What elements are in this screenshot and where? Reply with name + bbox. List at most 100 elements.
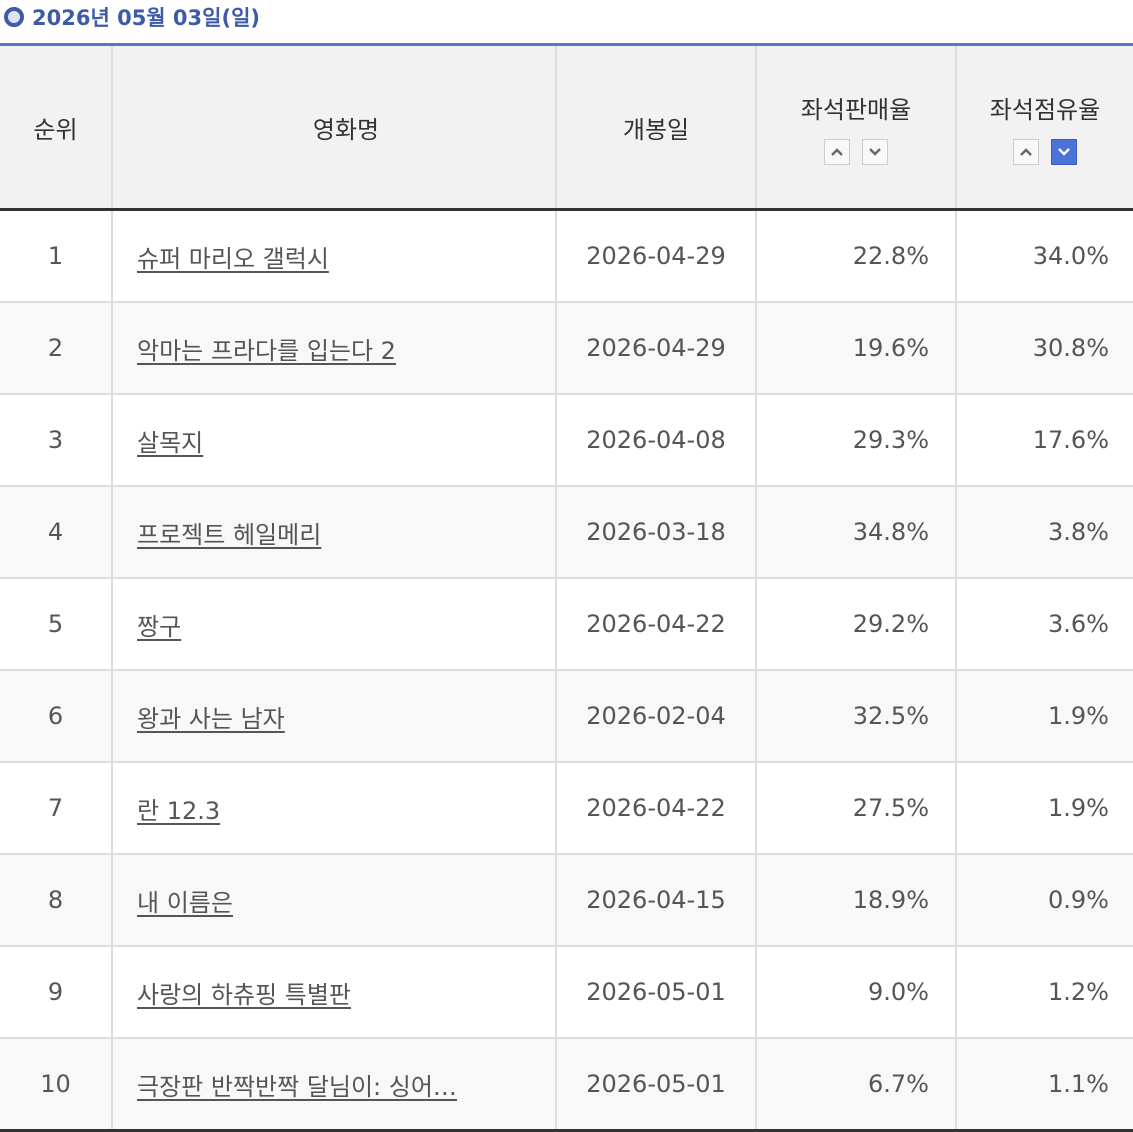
header-cell: 영화명 <box>113 46 557 208</box>
release-date: 2026-04-29 <box>586 334 726 362</box>
table-cell: 왕과 사는 남자 <box>113 671 557 761</box>
table-cell: 사랑의 하츄핑 특별판 <box>113 947 557 1037</box>
table-cell: 6.7% <box>757 1039 957 1129</box>
movie-link[interactable]: 극장판 반짝반짝 달님이: 싱어… <box>137 1072 457 1101</box>
table-cell: 슈퍼 마리오 갤럭시 <box>113 211 557 301</box>
table-cell: 내 이름은 <box>113 855 557 945</box>
table-cell: 2026-05-01 <box>557 947 757 1037</box>
column-label: 영화명 <box>312 115 380 144</box>
table-cell: 악마는 프라다를 입는다 2 <box>113 303 557 393</box>
movie-link[interactable]: 란 12.3 <box>137 796 221 825</box>
header-cell: 좌석점유율 <box>957 46 1133 208</box>
table-row: 6 왕과 사는 남자 2026-02-04 32.5% 1.9% <box>0 671 1133 763</box>
movie-link[interactable]: 살목지 <box>137 428 204 457</box>
seat-share-rate: 0.9% <box>1048 886 1109 914</box>
movie-link[interactable]: 짱구 <box>137 612 182 641</box>
seat-share-rate: 1.2% <box>1048 978 1109 1006</box>
table-cell: 17.6% <box>957 395 1133 485</box>
table-row: 3 살목지 2026-04-08 29.3% 17.6% <box>0 395 1133 487</box>
table-row: 5 짱구 2026-04-22 29.2% 3.6% <box>0 579 1133 671</box>
table-cell: 34.0% <box>957 211 1133 301</box>
seat-share-rate: 30.8% <box>1032 334 1109 362</box>
table-row: 2 악마는 프라다를 입는다 2 2026-04-29 19.6% 30.8% <box>0 303 1133 395</box>
seat-share-rate: 1.9% <box>1048 702 1109 730</box>
table-cell: 2026-03-18 <box>557 487 757 577</box>
rank: 7 <box>47 794 64 822</box>
table-cell: 18.9% <box>757 855 957 945</box>
ranking-table: 순위 영화명 개봉일 좌석판매율 좌석점유율 1 슈퍼 마리오 갤럭시 2026-04-29 2… <box>0 43 1133 1132</box>
table-cell: 극장판 반짝반짝 달님이: 싱어… <box>113 1039 557 1129</box>
release-date: 2026-04-15 <box>586 886 726 914</box>
table-cell: 2026-04-29 <box>557 211 757 301</box>
rank: 8 <box>47 886 64 914</box>
release-date: 2026-04-22 <box>586 610 726 638</box>
seat-share-rate: 1.1% <box>1048 1070 1109 1098</box>
table-cell: 29.2% <box>757 579 957 669</box>
header-cell: 개봉일 <box>557 46 757 208</box>
table-cell: 2026-02-04 <box>557 671 757 761</box>
movie-link[interactable]: 사랑의 하츄핑 특별판 <box>137 980 351 1009</box>
sort-desc-button[interactable] <box>862 138 888 165</box>
table-row: 10 극장판 반짝반짝 달님이: 싱어… 2026-05-01 6.7% 1.1% <box>0 1039 1133 1132</box>
seat-sales-rate: 27.5% <box>852 794 929 822</box>
table-cell: 8 <box>0 855 113 945</box>
table-cell: 1 <box>0 211 113 301</box>
sort-buttons <box>824 138 888 165</box>
table-cell: 2026-04-22 <box>557 579 757 669</box>
table-cell: 22.8% <box>757 211 957 301</box>
seat-sales-rate: 18.9% <box>852 886 929 914</box>
release-date: 2026-05-01 <box>586 978 726 1006</box>
table-cell: 2026-05-01 <box>557 1039 757 1129</box>
table-cell: 4 <box>0 487 113 577</box>
movie-link[interactable]: 슈퍼 마리오 갤럭시 <box>137 244 329 273</box>
table-cell: 1.9% <box>957 671 1133 761</box>
rank: 4 <box>47 518 64 546</box>
table-cell: 29.3% <box>757 395 957 485</box>
rank: 1 <box>47 242 64 270</box>
table-row: 4 프로젝트 헤일메리 2026-03-18 34.8% 3.8% <box>0 487 1133 579</box>
table-cell: 3.8% <box>957 487 1133 577</box>
rank: 10 <box>40 1070 71 1098</box>
seat-sales-rate: 29.2% <box>852 610 929 638</box>
table-row: 9 사랑의 하츄핑 특별판 2026-05-01 9.0% 1.2% <box>0 947 1133 1039</box>
table-cell: 2026-04-08 <box>557 395 757 485</box>
table-cell: 2 <box>0 303 113 393</box>
bullet-icon <box>4 7 24 27</box>
sort-asc-button[interactable] <box>1013 138 1039 165</box>
sort-desc-button[interactable] <box>1051 138 1077 165</box>
table-cell: 2026-04-22 <box>557 763 757 853</box>
table-cell: 짱구 <box>113 579 557 669</box>
seat-sales-rate: 9.0% <box>868 978 929 1006</box>
seat-sales-rate: 29.3% <box>852 426 929 454</box>
movie-link[interactable]: 프로젝트 헤일메리 <box>137 520 322 549</box>
header-cell: 좌석판매율 <box>757 46 957 208</box>
sort-asc-button[interactable] <box>824 138 850 165</box>
table-cell: 5 <box>0 579 113 669</box>
column-label: 좌석판매율 <box>800 95 912 124</box>
release-date: 2026-04-29 <box>586 242 726 270</box>
table-row: 8 내 이름은 2026-04-15 18.9% 0.9% <box>0 855 1133 947</box>
movie-link[interactable]: 내 이름은 <box>137 888 233 917</box>
table-cell: 10 <box>0 1039 113 1129</box>
table-cell: 9.0% <box>757 947 957 1037</box>
table-cell: 란 12.3 <box>113 763 557 853</box>
table-cell: 34.8% <box>757 487 957 577</box>
header-cell: 순위 <box>0 46 113 208</box>
date-heading: 2026년 05월 03일(일) <box>4 2 260 32</box>
table-cell: 1.2% <box>957 947 1133 1037</box>
table-cell: 0.9% <box>957 855 1133 945</box>
table-cell: 2026-04-15 <box>557 855 757 945</box>
seat-sales-rate: 19.6% <box>852 334 929 362</box>
table-cell: 3.6% <box>957 579 1133 669</box>
seat-share-rate: 34.0% <box>1032 242 1109 270</box>
table-row: 7 란 12.3 2026-04-22 27.5% 1.9% <box>0 763 1133 855</box>
movie-link[interactable]: 왕과 사는 남자 <box>137 704 285 733</box>
table-cell: 30.8% <box>957 303 1133 393</box>
seat-sales-rate: 32.5% <box>852 702 929 730</box>
header-row: 순위 영화명 개봉일 좌석판매율 좌석점유율 <box>0 46 1133 211</box>
seat-share-rate: 17.6% <box>1032 426 1109 454</box>
rank: 9 <box>47 978 64 1006</box>
sort-buttons <box>1013 138 1077 165</box>
movie-link[interactable]: 악마는 프라다를 입는다 2 <box>137 336 396 365</box>
